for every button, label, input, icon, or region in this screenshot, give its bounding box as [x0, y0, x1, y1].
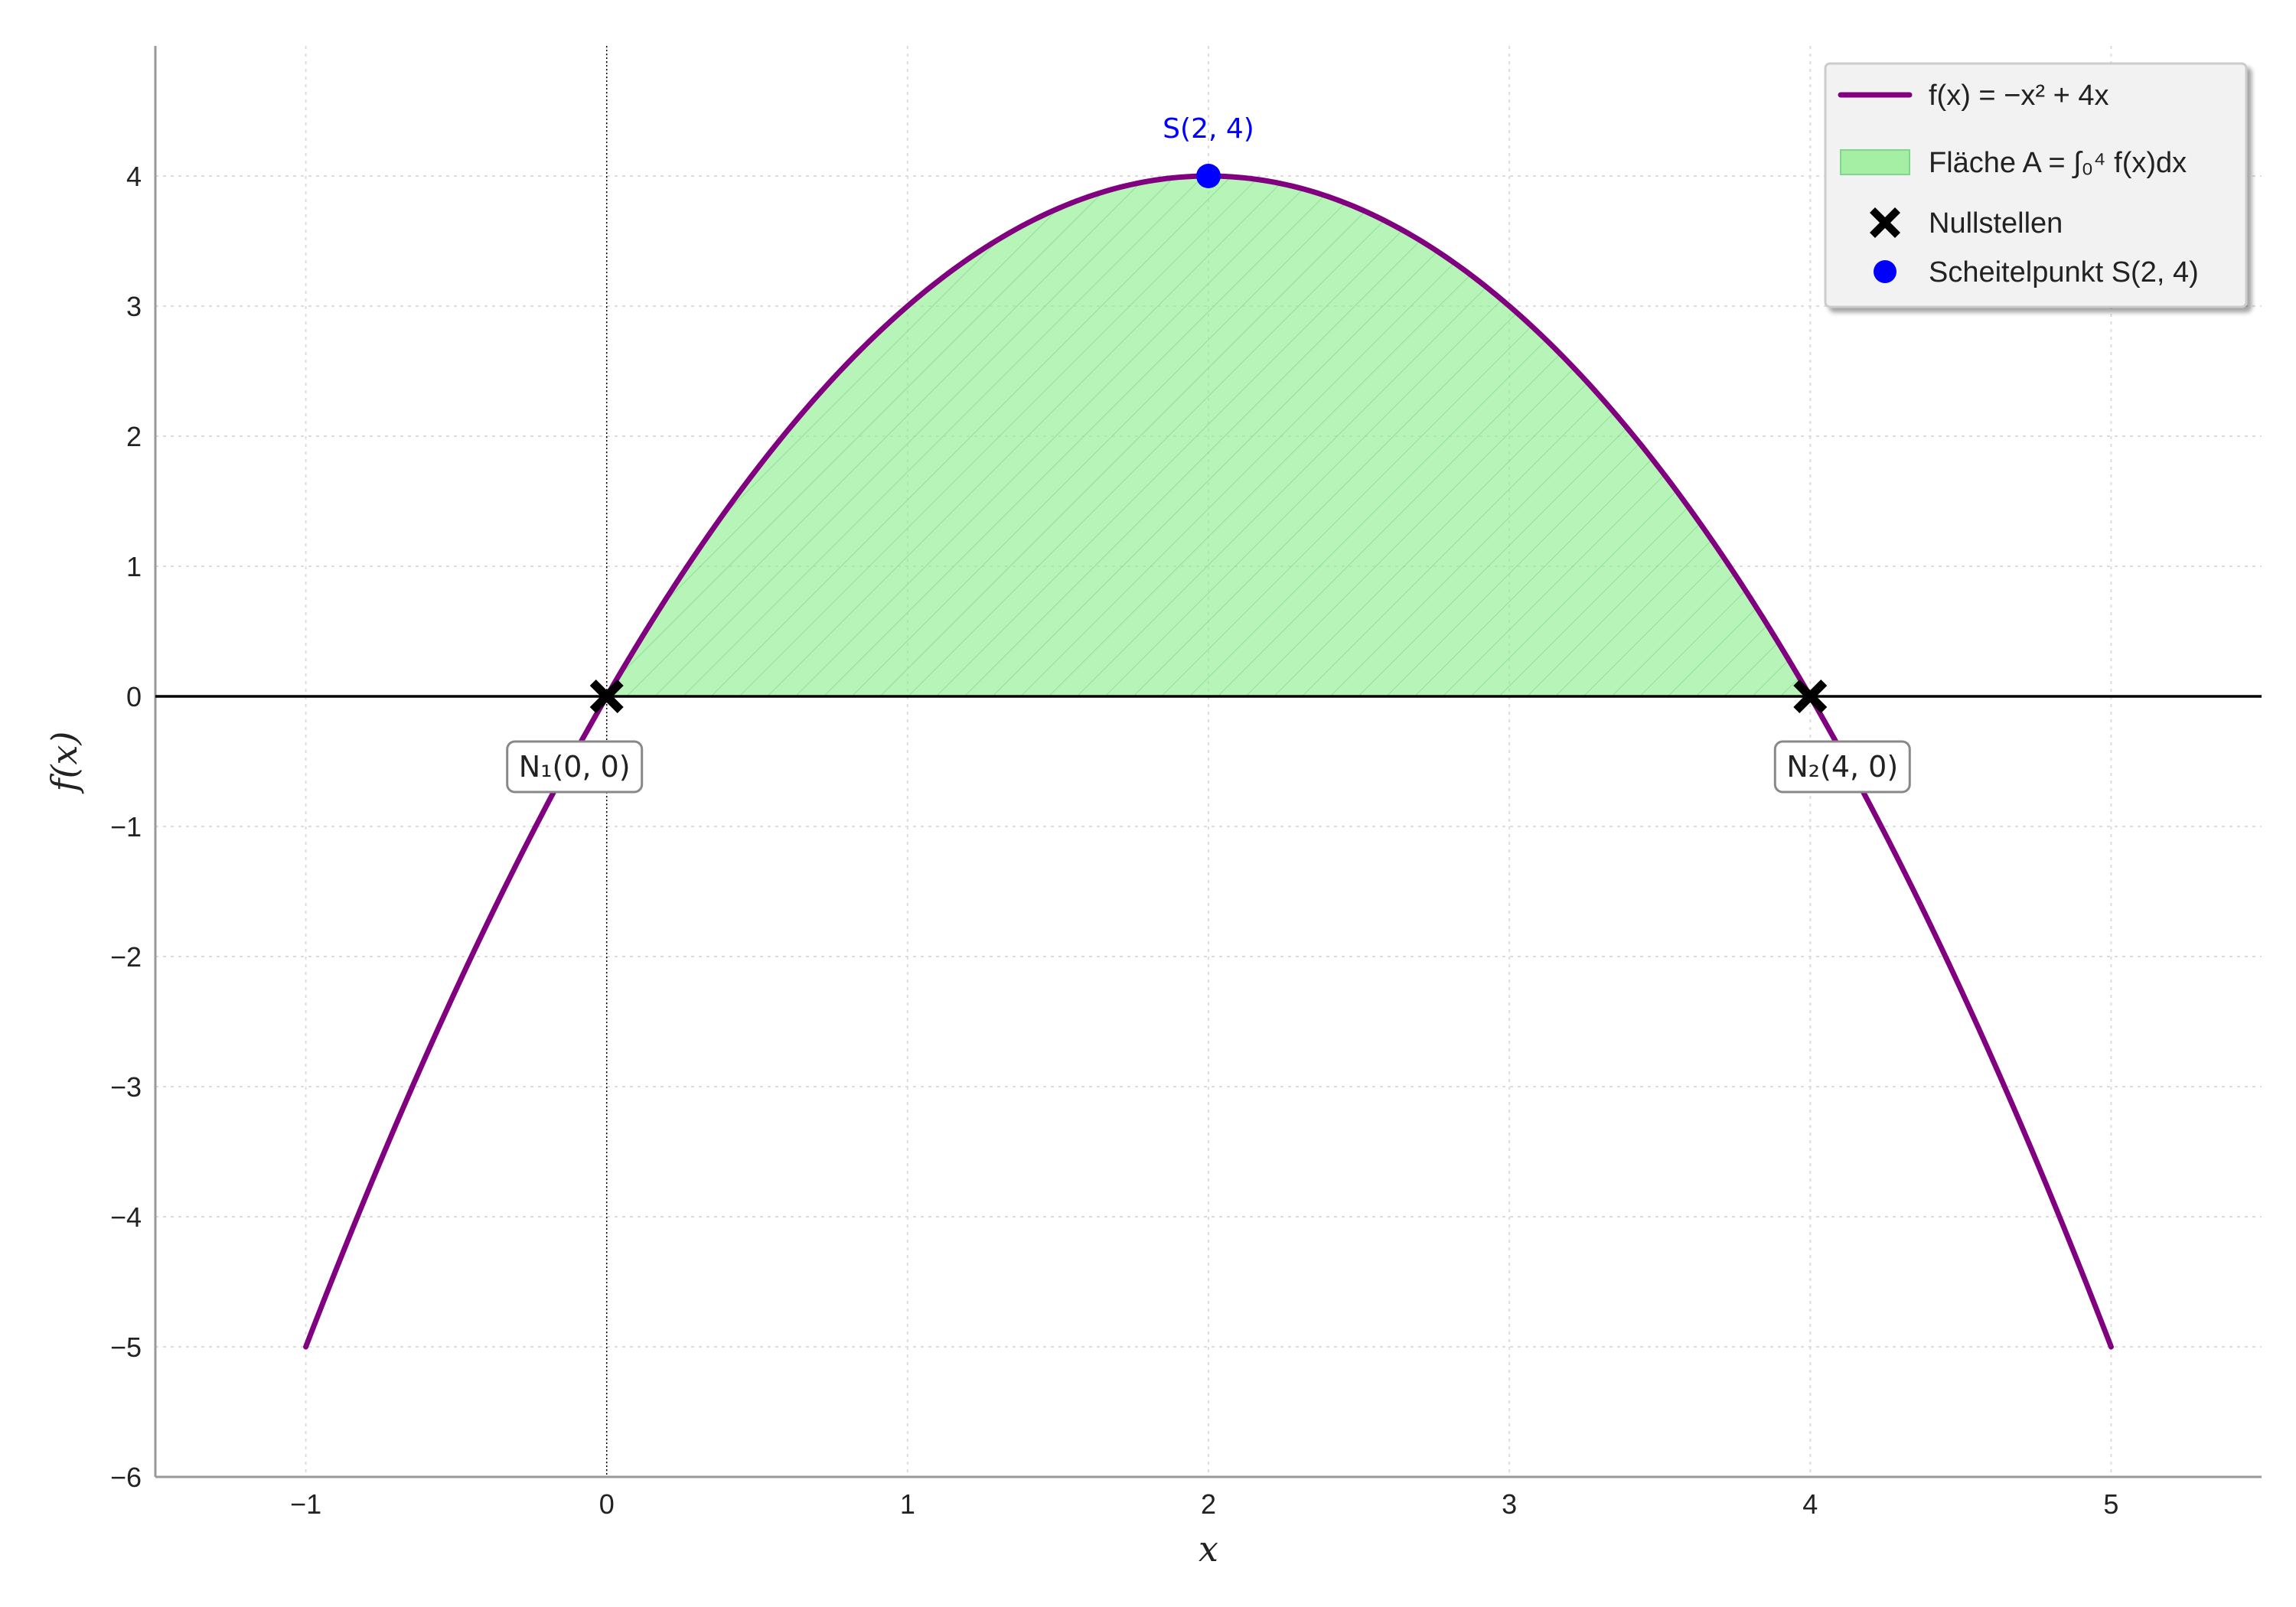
zero-marker-1	[589, 680, 624, 713]
x-tick-label: 2	[1201, 1488, 1216, 1520]
legend-vertex-label: Scheitelpunkt S(2, 4)	[1929, 256, 2199, 288]
x-tick-label: 1	[900, 1488, 915, 1520]
zero-label-box-2	[1773, 740, 1911, 794]
zero-label-2: N₂(4, 0)	[1786, 750, 1898, 784]
x-tick-label: 0	[599, 1488, 615, 1520]
x-tick-label: 4	[1802, 1488, 1818, 1520]
y-tick-label: 2	[126, 421, 142, 452]
zero-marker-2	[1793, 680, 1828, 713]
vertex-marker	[1196, 164, 1221, 188]
x-axis-label: x	[1199, 1528, 1218, 1570]
legend-vertex-marker-icon	[1874, 260, 1896, 283]
legend-zeros-marker-icon	[1870, 207, 1900, 238]
zero-label-box-1	[506, 740, 644, 794]
x-tick-label: 3	[1502, 1488, 1517, 1520]
x-tick-label: 5	[2103, 1488, 2118, 1520]
legend-area-swatch	[1840, 149, 1910, 175]
legend-area-label: Fläche A = ∫₀⁴ f(x)dx	[1929, 147, 2187, 179]
legend-curve-label: f(x) = −x² + 4x	[1929, 80, 2108, 112]
y-tick-label: 1	[126, 551, 142, 582]
x-tick-label: −1	[290, 1488, 321, 1520]
y-axis-label: f(x)	[44, 732, 85, 794]
y-tick-label: 3	[126, 291, 142, 322]
marker-group: N₁(0, 0) N₂(4, 0) S(2, 4)	[506, 113, 1911, 794]
y-tick-label: 4	[126, 161, 142, 192]
y-tick-label: 0	[126, 681, 142, 712]
legend-zeros-label: Nullstellen	[1929, 207, 2063, 240]
integral-area-group	[606, 176, 1811, 696]
y-tick-label: −4	[110, 1201, 142, 1233]
y-tick-label: −2	[110, 941, 142, 973]
y-tick-label: −3	[110, 1071, 142, 1103]
y-tick-label: −5	[110, 1332, 142, 1363]
legend-box	[1824, 62, 2248, 308]
integral-area-hatch	[606, 176, 1811, 696]
y-tick-label: −6	[110, 1462, 142, 1493]
y-tick-label: −1	[110, 811, 142, 843]
zero-label-1: N₁(0, 0)	[519, 750, 631, 784]
legend: f(x) = −x² + 4x Fläche A = ∫₀⁴ f(x)dx Nu…	[1824, 62, 2248, 308]
vertex-label: S(2, 4)	[1163, 113, 1254, 145]
